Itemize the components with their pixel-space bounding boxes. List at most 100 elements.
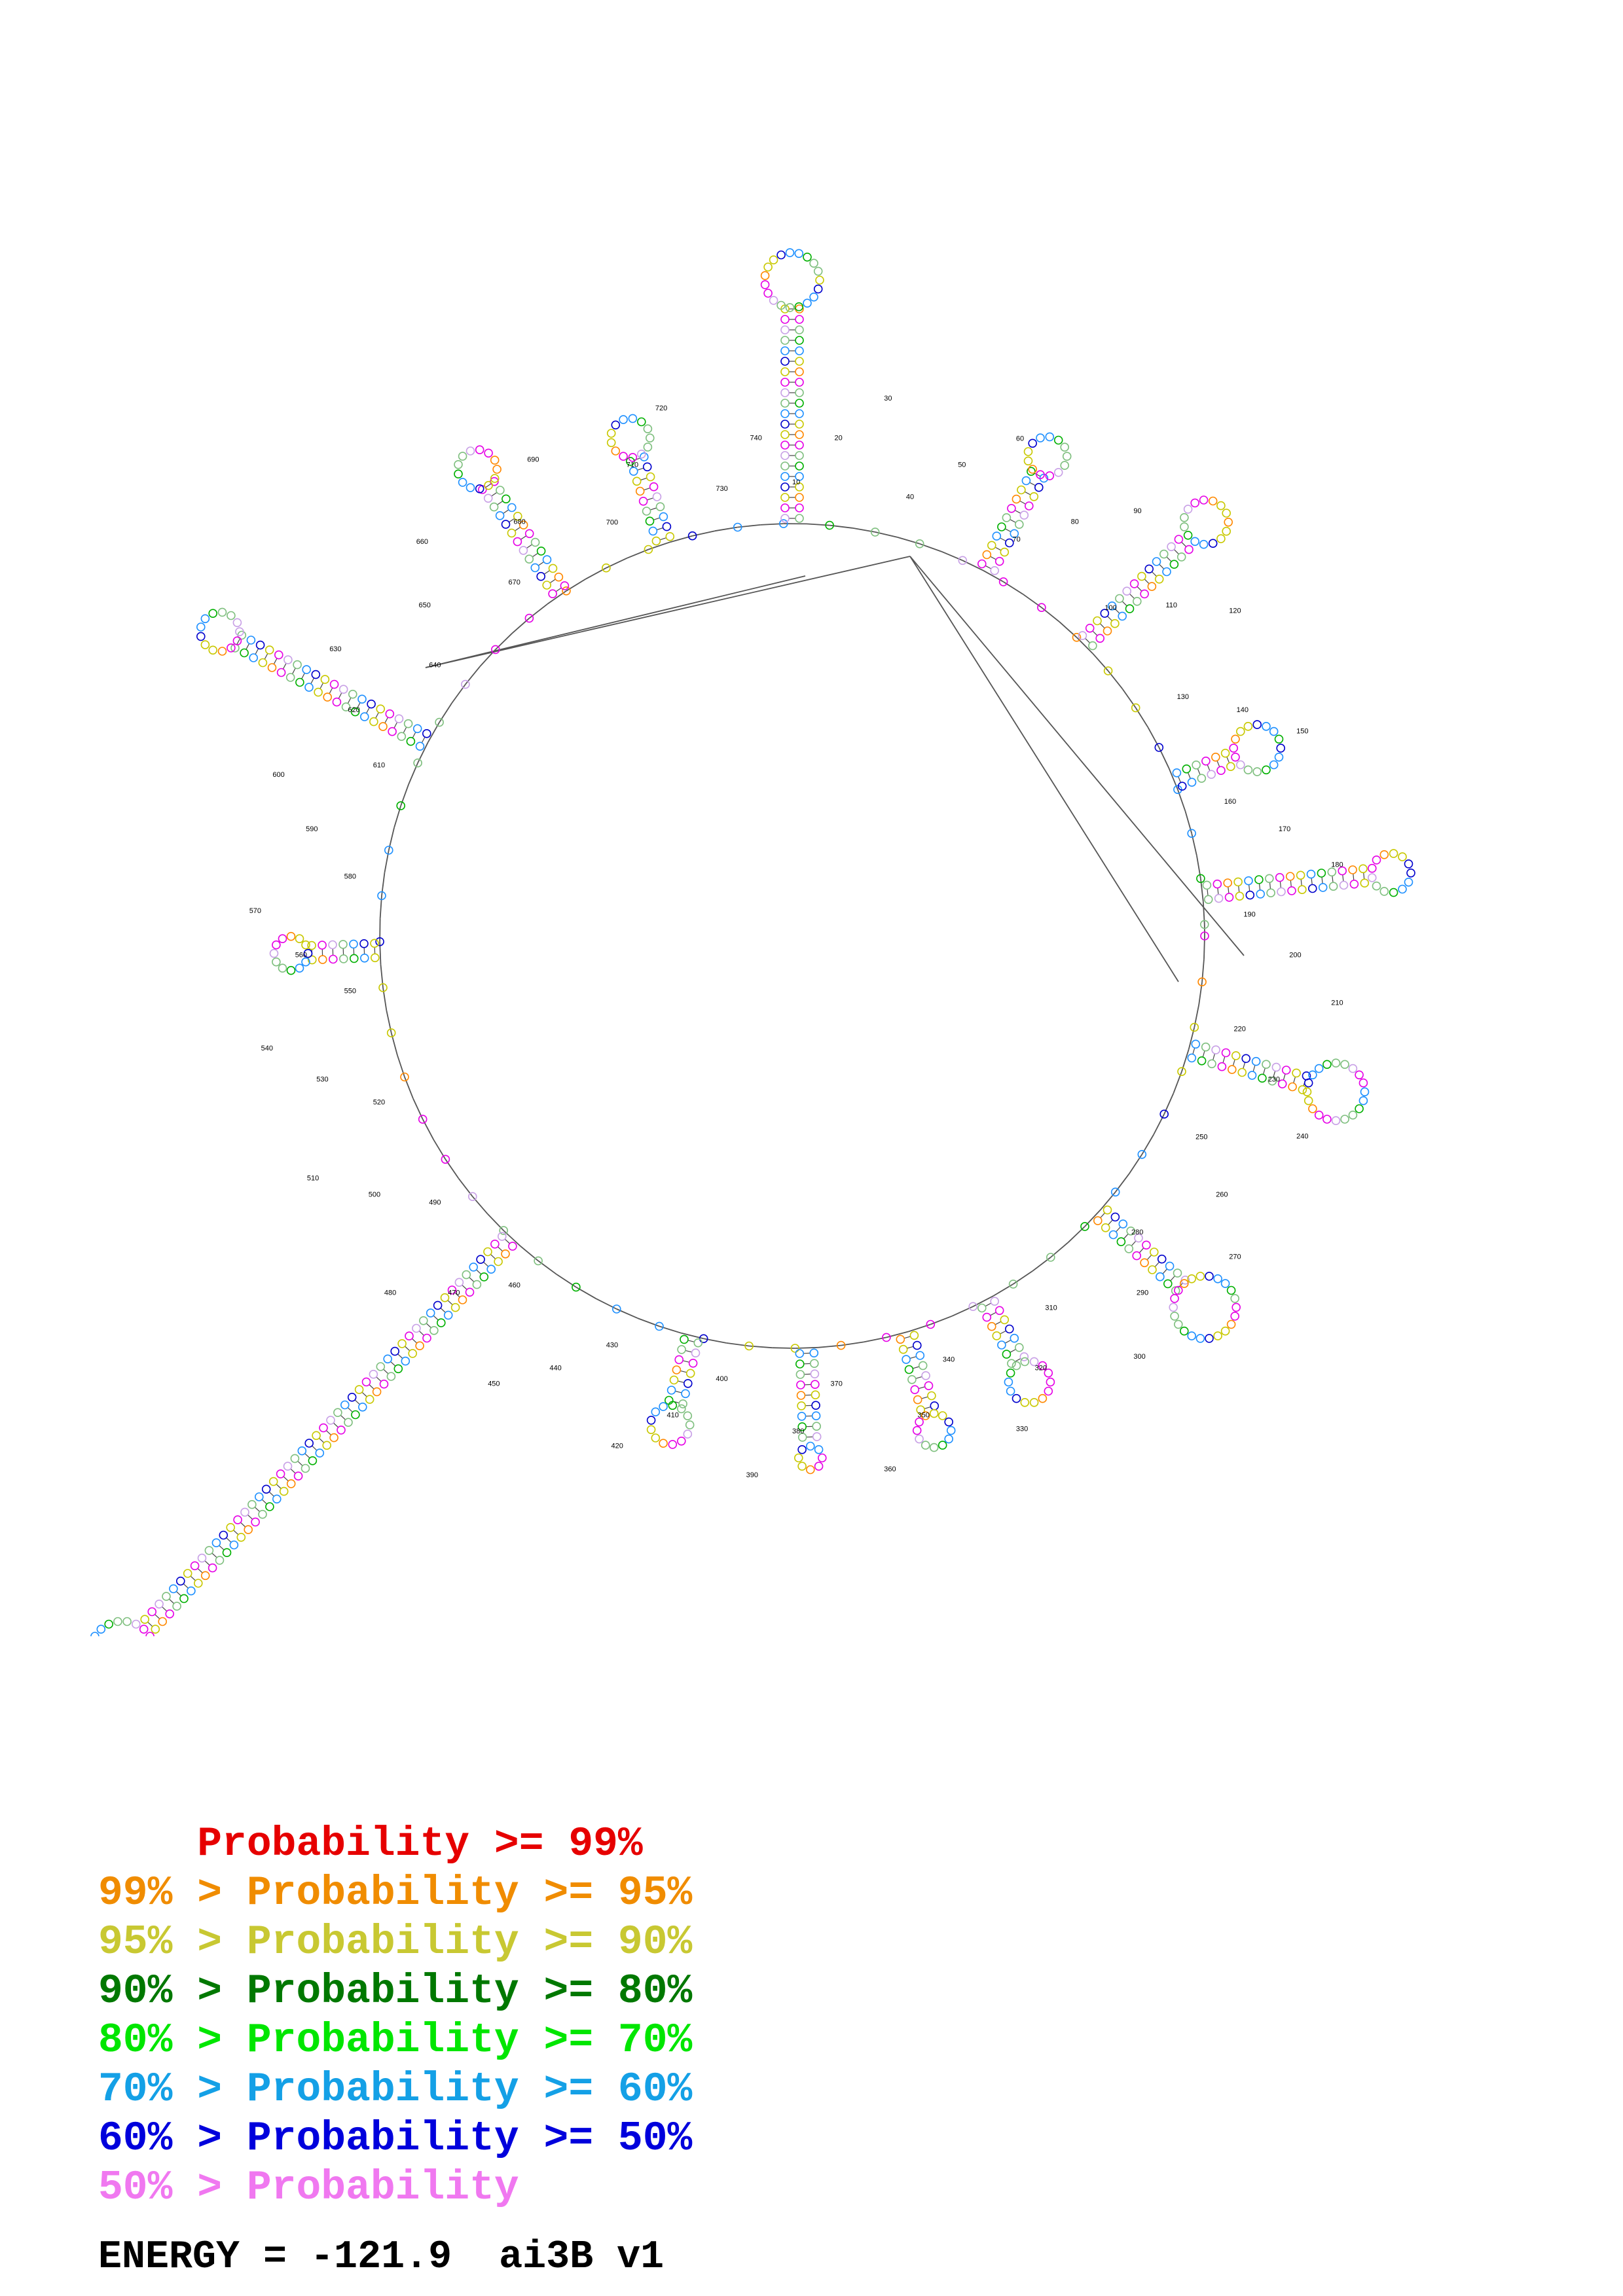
nucleotide — [501, 520, 511, 529]
nucleotide — [1019, 511, 1029, 520]
nucleotide — [977, 1303, 987, 1313]
base-pair — [656, 527, 663, 531]
base-pair — [397, 1354, 403, 1359]
nucleotide — [347, 1393, 357, 1402]
base-pair — [462, 1284, 467, 1290]
base-pair — [282, 663, 287, 670]
nucleotide — [813, 266, 823, 276]
nucleotide — [301, 957, 310, 967]
base-pair — [532, 552, 538, 558]
nucleotide — [1020, 1398, 1030, 1407]
nucleotide — [1200, 931, 1209, 941]
base-pair — [204, 1560, 210, 1566]
sequence-name: ai3B v1 — [499, 2235, 665, 2280]
position-label: 310 — [1045, 1304, 1057, 1312]
nucleotide — [1277, 1079, 1287, 1088]
nucleotide — [283, 1462, 293, 1471]
nucleotide — [1103, 626, 1112, 636]
nucleotide — [236, 1533, 246, 1542]
position-label: 100 — [1104, 604, 1116, 612]
nucleotide — [113, 1617, 122, 1626]
nucleotide — [494, 1257, 503, 1266]
nucleotide — [267, 663, 277, 672]
nucleotide — [1230, 1294, 1239, 1303]
nucleotide — [1190, 537, 1199, 547]
nucleotide — [548, 589, 557, 599]
nucleotide — [454, 469, 463, 479]
nucleotide — [913, 1395, 922, 1405]
base-pair — [211, 1552, 217, 1558]
nucleotide — [1348, 865, 1357, 874]
base-pair — [1207, 889, 1209, 896]
position-label: 370 — [831, 1380, 843, 1388]
backbone-segment — [909, 556, 1179, 982]
nucleotide — [354, 1385, 364, 1394]
nucleotide — [1355, 1070, 1364, 1080]
nucleotide — [1008, 1280, 1018, 1289]
nucleotide — [915, 539, 924, 548]
base-pair — [233, 1530, 239, 1535]
base-pair — [1293, 1077, 1296, 1083]
nucleotide — [233, 1515, 242, 1524]
nucleotide — [795, 482, 804, 492]
nucleotide — [1012, 1361, 1021, 1371]
nucleotide — [795, 493, 804, 502]
nucleotide — [454, 1278, 464, 1287]
nucleotide — [794, 1453, 803, 1463]
nucleotide — [495, 511, 505, 520]
position-label: 330 — [1016, 1425, 1028, 1433]
nucleotide — [1314, 1110, 1324, 1120]
nucleotide — [1154, 574, 1164, 584]
nucleotide — [810, 1359, 819, 1368]
nucleotide — [279, 1486, 289, 1496]
base-pair — [918, 1386, 925, 1390]
nucleotide — [1028, 465, 1037, 474]
nucleotide — [1197, 977, 1207, 986]
nucleotide — [684, 1379, 693, 1388]
nucleotide — [1349, 880, 1359, 889]
base-pair — [476, 1269, 482, 1275]
nucleotide — [1199, 539, 1209, 549]
base-pair — [1232, 1059, 1235, 1066]
base-pair — [985, 1302, 992, 1307]
nucleotide — [687, 531, 697, 541]
base-pair — [1197, 768, 1201, 775]
nucleotide — [795, 336, 804, 345]
base-pair — [454, 1292, 460, 1298]
base-pair — [1283, 1073, 1286, 1081]
nucleotide — [645, 433, 655, 443]
base-pair — [1332, 876, 1334, 883]
base-pair — [412, 732, 416, 738]
nucleotide — [795, 420, 804, 429]
nucleotide — [1131, 703, 1140, 713]
legend-item-70: 80% > Probability >= 70% — [98, 2017, 693, 2064]
nucleotide — [997, 1340, 1006, 1350]
nucleotide — [994, 556, 1004, 566]
nucleotide — [651, 1433, 661, 1443]
nucleotide — [272, 940, 281, 950]
nucleotide — [665, 531, 675, 541]
nucleotide — [643, 424, 653, 434]
nucleotide — [536, 547, 546, 556]
base-pair — [520, 535, 527, 540]
nucleotide — [1036, 433, 1045, 442]
base-pair — [644, 488, 651, 491]
nucleotide — [651, 536, 661, 546]
position-label: 360 — [884, 1465, 896, 1473]
nucleotide — [1172, 768, 1182, 778]
nucleotide — [1044, 1369, 1053, 1378]
nucleotide — [929, 1408, 939, 1418]
legend-item-90: 95% > Probability >= 90% — [98, 1919, 693, 1965]
nucleotide — [1174, 1285, 1183, 1295]
nucleotide — [1062, 452, 1072, 461]
nucleotide — [465, 446, 475, 456]
nucleotide — [1379, 850, 1389, 859]
nucleotide — [836, 1340, 846, 1350]
nucleotide — [1173, 785, 1182, 795]
nucleotide — [896, 1335, 905, 1344]
nucleotide — [1037, 603, 1046, 613]
nucleotide — [1398, 852, 1407, 861]
nucleotide — [1340, 1115, 1349, 1124]
nucleotide — [104, 1619, 113, 1629]
nucleotide — [810, 1369, 820, 1378]
